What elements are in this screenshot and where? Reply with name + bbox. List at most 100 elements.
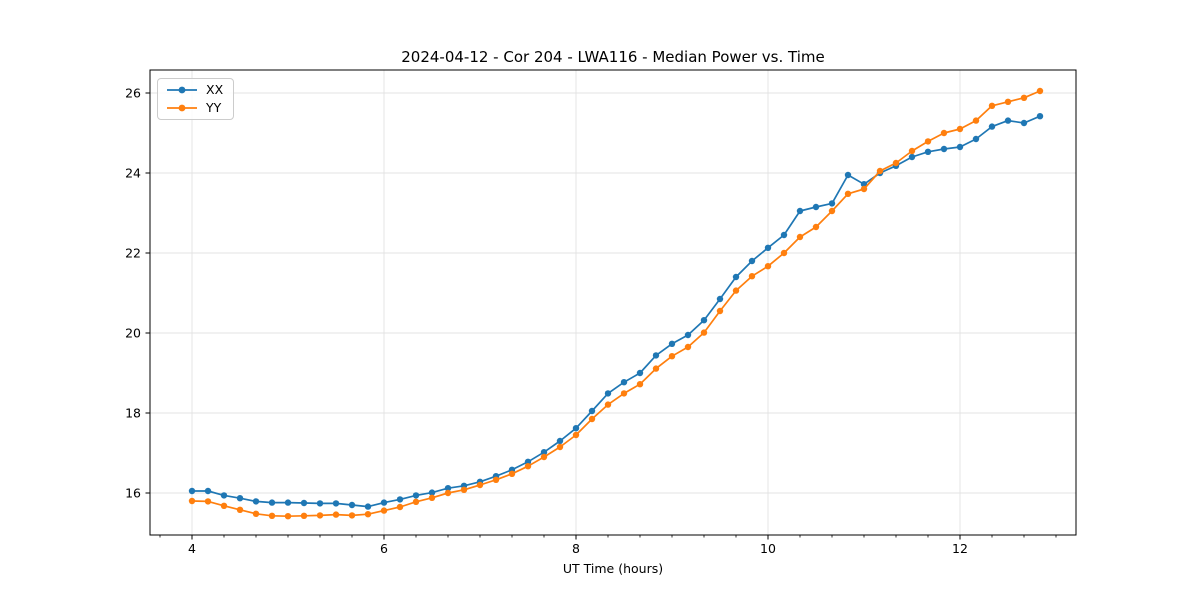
y-axis-ticks: 16 18 20 22 24 26: [125, 85, 150, 500]
series-XX-marker: [412, 492, 420, 499]
series-YY-marker: [204, 498, 212, 505]
series-YY-marker: [268, 512, 276, 519]
series-XX-marker: [828, 200, 836, 207]
series-YY-marker: [300, 512, 308, 519]
series-YY-marker: [732, 287, 740, 294]
series-XX-marker: [604, 390, 612, 397]
series-XX-marker: [844, 171, 852, 179]
legend-entry-yy: YY: [166, 101, 223, 115]
series-XX-marker: [300, 499, 308, 507]
series-YY-marker: [748, 273, 756, 280]
x-tick-label: 12: [952, 541, 968, 556]
series-XX-marker: [940, 145, 948, 153]
series-YY-marker: [252, 510, 260, 517]
series-YY-marker: [316, 512, 324, 519]
series-YY-marker: [556, 443, 564, 451]
legend-line-marker-icon: [167, 86, 197, 94]
legend-entry-xx: XX: [166, 82, 224, 97]
series-XX-marker: [732, 273, 740, 281]
series-XX-marker: [748, 257, 756, 265]
series-YY-marker: [460, 486, 468, 493]
series-XX-marker: [716, 295, 724, 303]
series-YY-marker: [972, 117, 980, 124]
y-tick-label: 26: [125, 85, 141, 100]
series-XX-marker: [812, 203, 820, 211]
series-XX-marker: [764, 244, 772, 251]
grid-lines: [150, 70, 1076, 535]
series-YY-marker: [668, 353, 676, 360]
series-YY-marker: [652, 365, 660, 372]
series-XX-marker: [988, 123, 996, 130]
x-tick-label: 6: [380, 541, 388, 556]
legend: XX YY: [157, 78, 235, 120]
series-YY-marker: [956, 125, 964, 133]
series-XX-marker: [220, 492, 228, 499]
series-YY-marker: [220, 502, 228, 509]
series-XX-line: [192, 115, 1041, 508]
series-YY-marker: [764, 263, 772, 270]
series-XX-marker: [972, 135, 980, 143]
chart-title: 2024-04-12 - Cor 204 - LWA116 - Median P…: [401, 48, 825, 66]
series-YY-marker: [508, 470, 516, 477]
series-XX-marker: [204, 487, 212, 495]
series-YY-marker: [332, 511, 340, 518]
series-YY-marker: [604, 401, 612, 408]
series-XX-marker: [796, 207, 804, 215]
series-XX-marker: [252, 498, 260, 505]
series-YY-marker: [1036, 87, 1044, 95]
series-YY-marker: [636, 381, 644, 388]
series-XX-marker: [188, 487, 196, 495]
series-YY-marker: [236, 506, 244, 513]
series-YY-marker: [828, 207, 836, 215]
axes-spines: [149, 69, 1077, 536]
series-XX-marker: [316, 500, 324, 507]
series-XX-marker: [1036, 113, 1044, 120]
series-XX-marker: [364, 503, 372, 510]
series-XX-marker: [396, 496, 404, 503]
series-YY-marker: [860, 185, 868, 193]
series-XX-marker: [860, 181, 868, 188]
series-YY-marker: [924, 138, 932, 145]
series-YY-marker: [780, 249, 788, 257]
series-YY-marker: [892, 159, 900, 167]
y-tick-label: 18: [125, 405, 141, 420]
x-tick-label: 10: [760, 541, 776, 556]
series-XX-marker: [540, 449, 548, 456]
series-XX-marker: [236, 495, 244, 502]
y-tick-label: 20: [125, 325, 141, 340]
series-XX-marker: [428, 489, 436, 496]
series-XX-marker: [636, 369, 644, 377]
series-XX-marker: [444, 485, 452, 492]
series-YY-marker: [364, 511, 372, 518]
series-XX: [188, 113, 1044, 510]
series-YY-marker: [716, 307, 724, 315]
series-XX-marker: [700, 317, 708, 324]
series-XX-marker: [332, 500, 340, 507]
series-XX-marker: [956, 143, 964, 151]
series-YY-marker: [908, 147, 916, 155]
series-YY-marker: [796, 233, 804, 241]
series-XX-marker: [524, 458, 532, 465]
y-tick-label: 24: [125, 165, 141, 180]
series-YY-marker: [540, 453, 548, 461]
series-YY-marker: [1020, 94, 1028, 102]
x-tick-label: 8: [572, 541, 580, 556]
series-YY-marker: [524, 463, 532, 470]
series-XX-marker: [652, 352, 660, 359]
series-YY-marker: [476, 481, 484, 489]
series-YY-marker: [380, 507, 388, 514]
x-tick-label: 4: [188, 541, 196, 556]
series-XX-marker: [572, 425, 580, 432]
series-XX-marker: [684, 331, 692, 339]
series-XX-marker: [588, 407, 596, 415]
series-YY-marker: [188, 497, 196, 505]
series-YY-marker: [844, 190, 852, 197]
x-axis-label: UT Time (hours): [562, 561, 664, 576]
legend-label-xx: XX: [206, 82, 224, 97]
series-YY-marker: [492, 476, 500, 483]
y-tick-label: 16: [125, 485, 141, 500]
series-YY-marker: [1004, 98, 1012, 106]
series-XX-marker: [284, 499, 292, 506]
